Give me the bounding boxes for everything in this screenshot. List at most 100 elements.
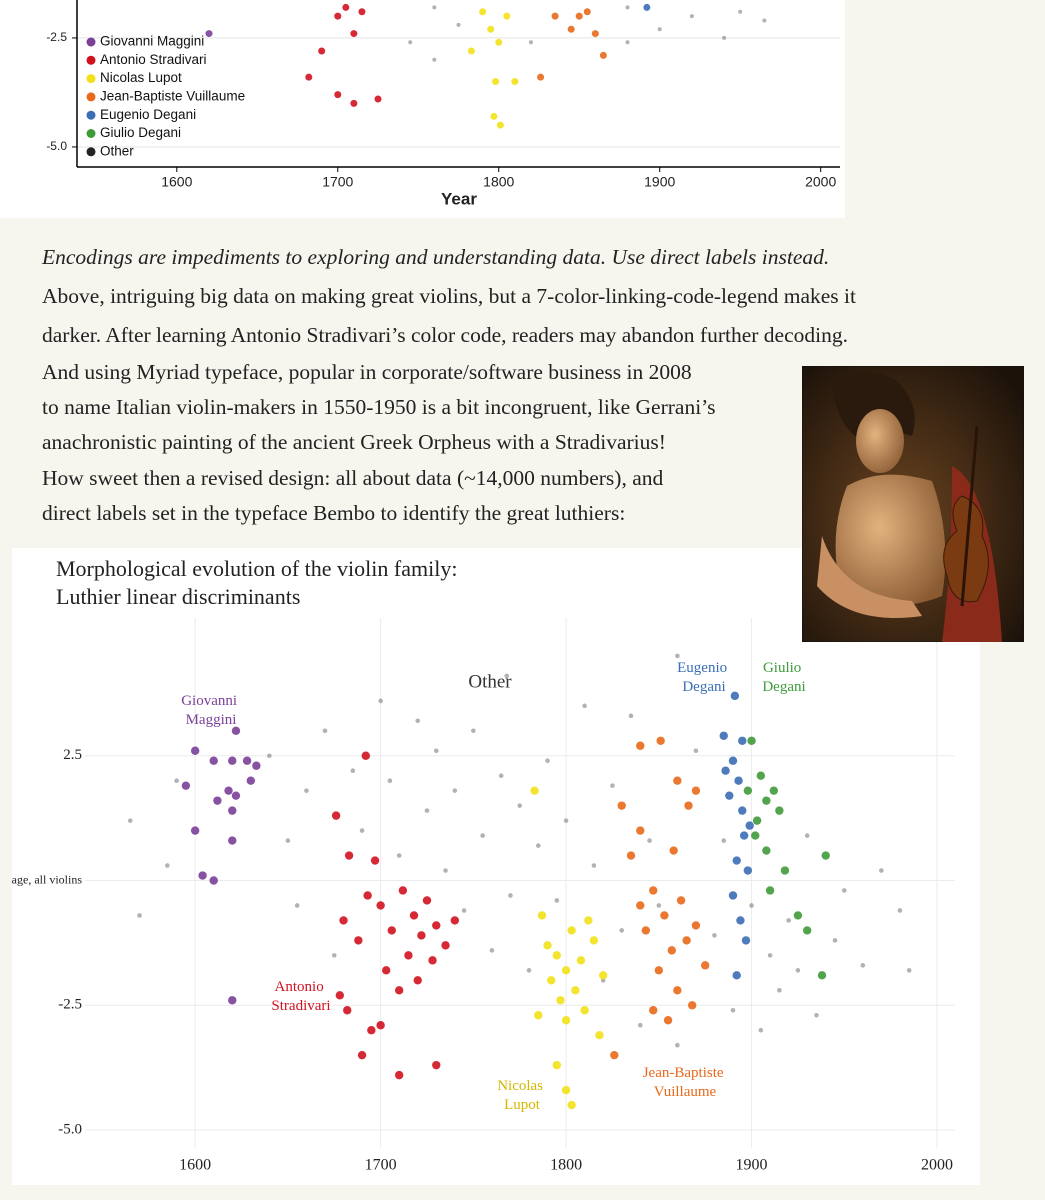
data-point: [361, 751, 370, 760]
data-point: [762, 796, 771, 805]
data-point: [190, 746, 200, 755]
data-point: [413, 976, 422, 985]
data-point: [396, 853, 402, 858]
data-point: [331, 811, 341, 820]
y-tick-label: -2.5: [58, 997, 82, 1013]
data-point: [584, 916, 593, 925]
data-point: [775, 806, 784, 815]
data-point: [567, 25, 575, 33]
data-point: [821, 851, 830, 860]
data-point: [398, 886, 408, 895]
data-point: [649, 1006, 658, 1015]
data-point: [551, 12, 559, 20]
data-point: [906, 968, 912, 973]
data-point: [580, 1006, 589, 1015]
data-point: [417, 931, 426, 940]
data-point: [495, 38, 503, 46]
data-point: [205, 30, 213, 38]
data-point: [432, 5, 437, 10]
y-tick-label: -2.5: [46, 30, 67, 44]
data-point: [294, 903, 300, 908]
data-point: [673, 776, 682, 785]
direct-label: Jean-Baptiste Vuillaume: [643, 1065, 728, 1100]
data-point: [496, 121, 504, 129]
data-point: [350, 99, 358, 107]
data-point: [722, 35, 727, 40]
data-point: [656, 736, 665, 745]
data-point: [804, 833, 810, 838]
x-tick-label: 1700: [322, 174, 353, 190]
data-point: [359, 828, 365, 833]
legend-label: Other: [100, 143, 134, 158]
data-point: [693, 748, 699, 754]
data-point: [137, 913, 142, 918]
data-point: [786, 918, 791, 923]
data-point: [404, 951, 413, 960]
direct-label: Giovanni Maggini: [181, 693, 241, 728]
data-point: [228, 996, 237, 1005]
data-point: [552, 951, 562, 960]
data-point: [530, 786, 539, 795]
x-tick-label: 1800: [550, 1157, 582, 1174]
data-point: [252, 761, 261, 770]
data-point: [545, 758, 550, 764]
data-point: [213, 796, 222, 805]
data-point: [660, 911, 669, 920]
data-point: [625, 5, 630, 10]
x-axis-label: Year: [441, 189, 477, 208]
data-point: [443, 868, 448, 873]
data-point: [657, 27, 662, 32]
data-point: [428, 956, 437, 965]
data-point: [224, 786, 233, 795]
data-point: [335, 991, 345, 1000]
x-tick-label: 1800: [483, 174, 514, 190]
x-tick-label: 1600: [161, 174, 192, 190]
legend-marker: [86, 74, 96, 84]
data-point: [575, 12, 583, 20]
data-point: [547, 976, 556, 985]
body-line: direct labels set in the typeface Bembo …: [42, 501, 626, 525]
data-point: [331, 953, 337, 958]
data-point: [554, 898, 560, 903]
data-point: [762, 18, 767, 23]
data-point: [728, 891, 738, 900]
data-point: [424, 808, 430, 813]
data-point: [879, 868, 884, 873]
data-point: [725, 791, 734, 800]
data-point: [571, 986, 580, 995]
data-point: [304, 788, 309, 793]
data-point: [793, 911, 803, 920]
data-point: [374, 95, 382, 103]
direct-label: Antonio Stradivari: [271, 979, 330, 1014]
data-point: [461, 908, 467, 913]
data-point: [738, 806, 747, 815]
data-point: [228, 836, 237, 845]
data-point: [432, 1060, 441, 1070]
data-point: [777, 987, 782, 993]
data-point: [537, 73, 545, 81]
data-point: [700, 961, 710, 970]
painting: [802, 366, 1024, 642]
data-point: [456, 22, 461, 27]
data-point: [691, 786, 701, 795]
data-point: [669, 846, 678, 855]
direct-label: Other: [468, 671, 512, 692]
data-point: [591, 863, 597, 868]
data-point: [663, 1016, 673, 1025]
data-point: [394, 986, 404, 995]
data-point: [504, 673, 510, 679]
data-point: [582, 703, 587, 709]
legend-marker: [86, 129, 96, 138]
chart-title: Morphological evolution of the violin fa…: [56, 556, 457, 581]
data-point: [198, 871, 207, 880]
data-point: [721, 838, 727, 843]
x-tick-label: 2000: [921, 1157, 953, 1174]
data-point: [767, 953, 773, 958]
data-point: [676, 896, 686, 905]
legend-label: Antonio Stradivari: [100, 52, 207, 67]
data-point: [654, 966, 664, 975]
data-point: [738, 9, 743, 14]
body-line: darker. After learning Antonio Stradivar…: [42, 323, 848, 347]
data-point: [376, 901, 385, 910]
legend-marker: [86, 55, 96, 65]
